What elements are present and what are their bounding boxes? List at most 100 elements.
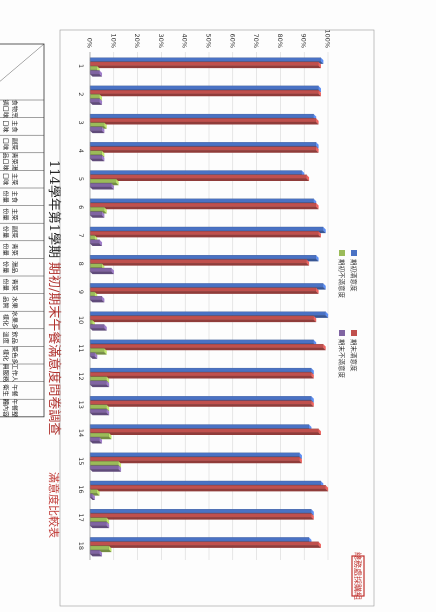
bar-top [104,207,107,214]
report-content: 114學年第1學期 期初/期末午餐滿意度問卷調查 滿意度比較表 食物烹調口味主食… [0,29,375,607]
bar [89,146,317,151]
bar-top [325,311,329,318]
bar-top [111,183,114,190]
table-column-header: 主食口味 [2,120,19,133]
column-header-line: 品口味 [2,152,10,171]
bar-side [90,158,105,162]
stamp: 總務處採購組 [351,552,365,600]
report-title: 114學年第1學期 期初/期末午餐滿意度問卷調查 滿意度比較表 [46,160,62,538]
bar-side [90,328,107,331]
bar-top [92,493,95,500]
bar-side [90,384,110,388]
bar-top [323,226,326,234]
bar [89,211,103,216]
bar [89,122,105,127]
bar-side [90,347,326,351]
x-tick-label: 9 [77,290,85,294]
column-header-line: 溫度 [2,331,10,343]
bar-top [99,550,103,557]
column-header-line: 副菜 [11,226,19,238]
bar-top [106,409,110,416]
bar [89,480,322,485]
bar [89,296,103,301]
column-header-line: 青菜 [11,279,19,291]
bar [89,404,107,409]
bar [89,283,324,288]
bar [89,202,317,207]
title-main: 114學年第1學期 [46,160,61,258]
x-tick-label: 18 [77,542,85,550]
bar-side [90,441,103,444]
x-tick-label: 8 [77,262,85,266]
bar [89,465,119,470]
column-header-line: 衛生 [2,384,10,396]
bar-top [109,545,112,553]
column-header-line: 份量 [2,226,10,238]
bar [89,545,110,550]
bar [89,348,105,353]
table-column-header: 主菜口味 [2,173,19,185]
y-tick-label: 40% [181,34,189,48]
bar-top [106,404,110,412]
bar-top [104,348,107,355]
table-column-header: 青菜份量 [2,243,19,255]
bar-top [311,372,314,379]
bar-top [318,428,321,435]
bar-top [94,352,98,359]
bar [89,154,103,159]
bar-side [90,206,319,210]
bar-top [318,61,321,69]
column-header-line: 菜色多 [11,346,19,365]
bar-top [306,259,310,266]
bar [89,461,119,466]
bar-side [90,319,317,323]
bar [89,489,98,494]
bar-top [316,142,319,149]
bar [89,255,317,260]
bar-top [106,517,110,524]
bar [89,352,95,357]
bar-top [106,380,110,388]
bar [89,98,100,103]
bar-top [311,513,314,520]
bar [89,57,322,62]
bar-side [90,460,302,464]
y-tick-label: 30% [157,34,165,48]
bar [89,198,314,203]
x-tick-label: 3 [77,120,85,124]
table-column-header: 青菜湯品口味 [2,152,19,171]
title-suffix: 滿意度比較表 [47,472,61,538]
column-header-line: 份量 [2,279,10,291]
column-header-line: 品質 [2,296,10,308]
x-tick-label: 13 [77,401,85,409]
bar-top [316,118,319,125]
x-tick-label: 7 [77,233,85,237]
bar [89,118,317,123]
bar [89,85,319,90]
bar [89,493,93,498]
bar-top [299,457,302,464]
bar [89,259,307,264]
table-column-header: 湯品份量 [2,261,19,273]
y-tick-label: 100% [324,29,332,48]
table-column-header: 午餐衛生 [2,384,19,396]
bar-top [99,70,103,77]
bar-top [318,541,321,548]
bar-top [99,239,103,246]
column-header-line: 湯品 [11,261,19,273]
bar-side [90,93,321,97]
column-header-line: 午餐 [11,384,19,396]
bar [89,113,314,118]
bar-side [90,263,310,266]
column-header-line: 主菜 [11,208,19,220]
bar-top [318,85,321,93]
bar [89,437,100,442]
bar-top [323,344,326,351]
bar-top [316,255,319,262]
bar-top [99,94,103,101]
bar [89,315,314,320]
table-column-header: 工作人員服務 [2,364,19,383]
bar [89,380,107,385]
x-tick-label: 4 [77,149,85,153]
bar-top [318,90,321,97]
